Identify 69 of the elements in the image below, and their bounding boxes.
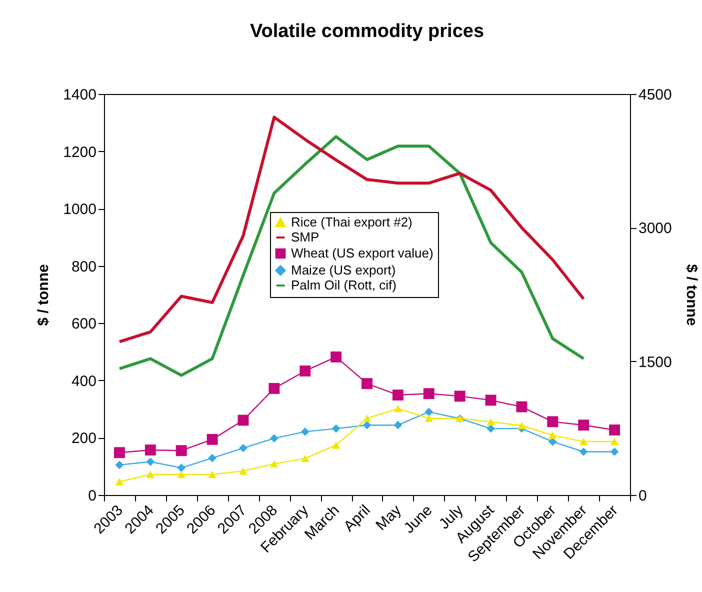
point bbox=[454, 390, 466, 402]
point bbox=[609, 424, 620, 436]
legend-label: Rice (Thai export #2) bbox=[291, 214, 412, 230]
point bbox=[548, 432, 557, 439]
y2-tick-label: 3000 bbox=[638, 220, 672, 238]
point bbox=[394, 420, 402, 430]
point bbox=[115, 460, 124, 470]
point bbox=[579, 448, 588, 456]
legend-label: SMP bbox=[291, 230, 320, 244]
point bbox=[518, 422, 526, 430]
point bbox=[392, 390, 404, 401]
point bbox=[330, 351, 342, 362]
point bbox=[579, 438, 588, 446]
x-tick-label: May bbox=[372, 501, 406, 534]
point bbox=[548, 438, 557, 446]
point bbox=[610, 438, 619, 446]
y-tick-label: 1000 bbox=[63, 201, 96, 218]
point bbox=[114, 447, 125, 458]
y2-tick-label: 4500 bbox=[638, 86, 672, 104]
point bbox=[176, 445, 187, 456]
y-tick-label: 200 bbox=[71, 430, 96, 448]
point bbox=[270, 434, 278, 442]
point bbox=[144, 444, 156, 456]
y2-tick-label: 0 bbox=[638, 488, 647, 504]
line-series bbox=[118, 116, 586, 344]
y-tick-label: 400 bbox=[71, 372, 96, 390]
point bbox=[208, 470, 216, 478]
point bbox=[270, 460, 278, 468]
point bbox=[516, 401, 528, 412]
y-tick-label: 0 bbox=[88, 488, 96, 504]
legend-label: Wheat (US export value) bbox=[291, 246, 434, 260]
y2-axis-title: $ / tonne bbox=[682, 264, 700, 326]
point bbox=[177, 464, 186, 472]
y-axis-title: $ / tonne bbox=[35, 264, 52, 326]
point bbox=[332, 441, 340, 449]
point bbox=[300, 454, 310, 462]
point bbox=[300, 428, 310, 436]
point bbox=[206, 434, 218, 445]
point bbox=[239, 444, 248, 452]
y-tick-label: 1400 bbox=[63, 86, 96, 104]
point bbox=[208, 454, 216, 462]
point bbox=[423, 388, 434, 400]
point bbox=[268, 382, 280, 394]
y-tick-label: 1200 bbox=[63, 144, 96, 161]
point bbox=[332, 424, 340, 433]
chart-title: Volatile commodity prices bbox=[250, 21, 484, 42]
point bbox=[547, 416, 558, 428]
line-series bbox=[118, 135, 586, 377]
point bbox=[362, 414, 372, 422]
legend-label: Palm Oil (Rott, cif) bbox=[291, 278, 396, 292]
point bbox=[486, 418, 495, 426]
y-tick-label: 600 bbox=[71, 316, 96, 333]
point bbox=[578, 420, 590, 431]
point bbox=[485, 394, 496, 406]
y-tick-label: 800 bbox=[71, 258, 96, 276]
point bbox=[610, 448, 619, 456]
point bbox=[146, 458, 155, 466]
y2-tick-label: 1500 bbox=[638, 354, 672, 371]
point bbox=[394, 404, 402, 412]
point bbox=[424, 414, 434, 422]
point bbox=[300, 366, 311, 376]
point bbox=[362, 378, 372, 390]
point bbox=[238, 414, 249, 426]
point bbox=[115, 478, 124, 486]
point bbox=[146, 470, 155, 478]
point bbox=[424, 408, 434, 416]
point bbox=[177, 470, 186, 478]
legend-label: Maize (US export) bbox=[291, 262, 396, 278]
point bbox=[239, 467, 248, 475]
